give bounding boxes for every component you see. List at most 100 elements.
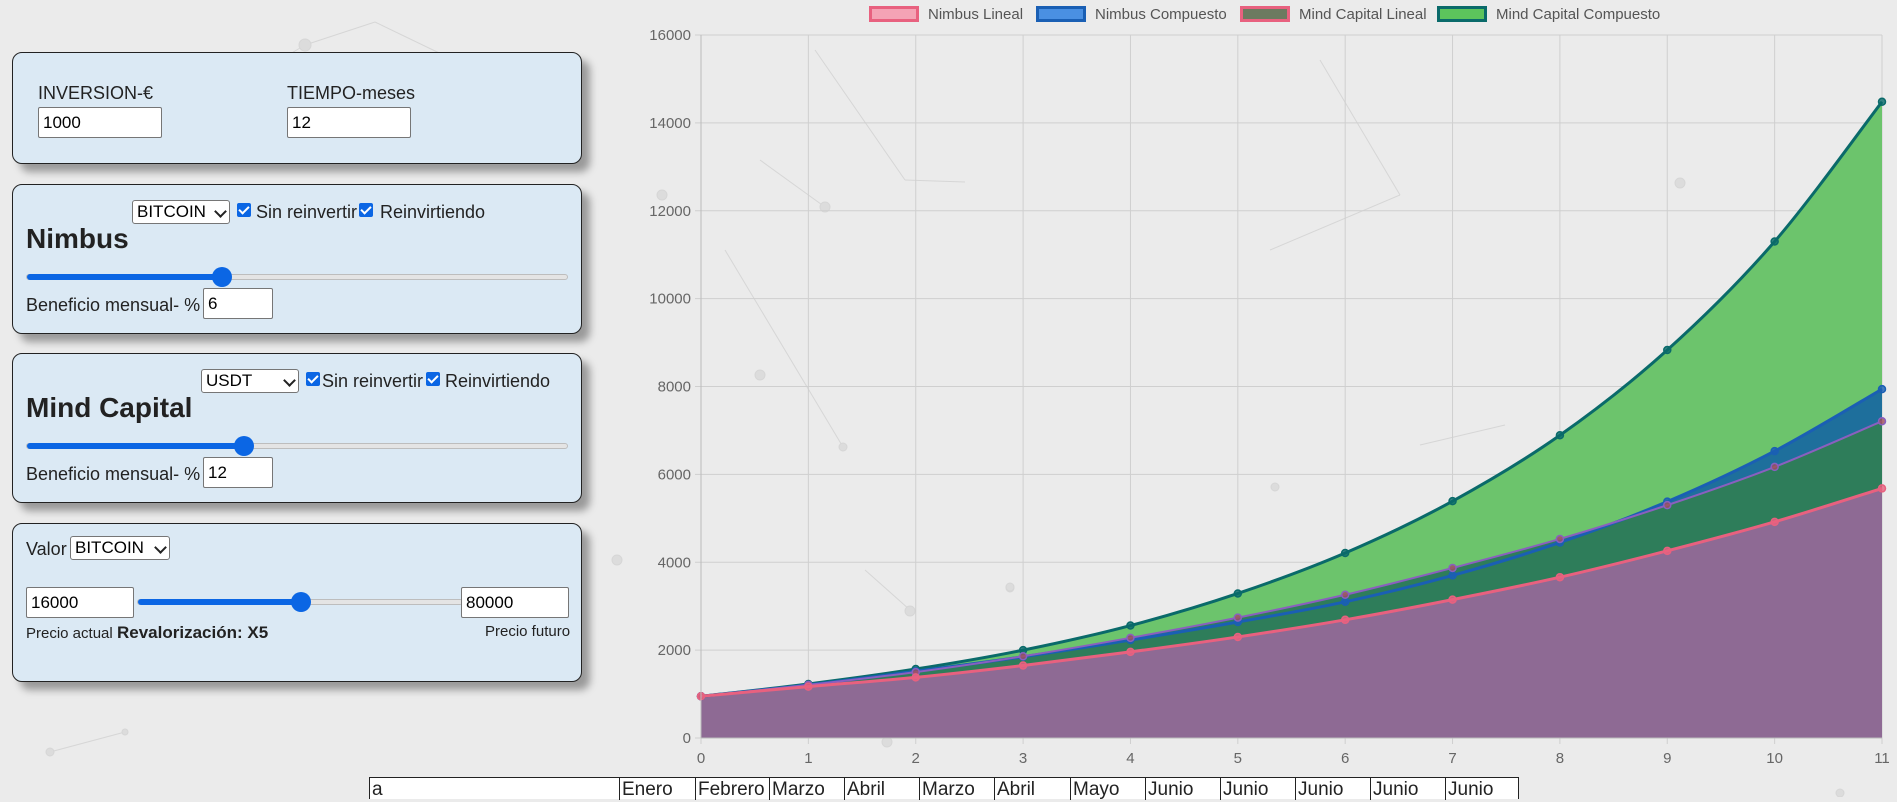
y-tick-label: 8000: [658, 379, 691, 396]
data-point: [1340, 590, 1350, 600]
table-month-cell: Junio: [1295, 778, 1370, 800]
table-first-cell: a: [372, 779, 383, 800]
table-month-cell: Junio: [1145, 778, 1220, 800]
data-point: [1340, 548, 1350, 558]
x-tick-label: 9: [1663, 750, 1671, 767]
data-point: [1663, 345, 1672, 355]
y-tick-label: 6000: [658, 466, 691, 483]
legend-swatch: [1437, 6, 1487, 22]
data-point: [1877, 484, 1887, 493]
x-tick-label: 5: [1234, 750, 1242, 767]
nimbus-slider-fill: [27, 274, 223, 280]
legend-swatch: [869, 6, 919, 22]
precio-actual-input[interactable]: [26, 587, 134, 618]
series-line-0: [700, 487, 1883, 698]
data-point: [1233, 613, 1243, 622]
nimbus-sin-reinvertir-checkbox[interactable]: [237, 203, 251, 217]
x-tick-label: 8: [1556, 750, 1564, 767]
mind-capital-beneficio-label: Beneficio mensual- %: [26, 464, 201, 484]
y-tick-label: 2000: [658, 642, 691, 659]
data-point: [1877, 416, 1887, 426]
nimbus-slider-thumb[interactable]: [212, 267, 233, 287]
data-point: [1448, 496, 1457, 506]
nimbus-title: Nimbus: [26, 223, 129, 254]
valor-slider[interactable]: [137, 592, 463, 612]
nimbus-beneficio-label: Beneficio mensual- %: [26, 295, 201, 315]
x-tick-label: 3: [1019, 750, 1027, 767]
table-month-cell: Junio: [1445, 778, 1520, 800]
mind-capital-slider[interactable]: [26, 436, 568, 456]
data-point: [1126, 621, 1135, 630]
data-point: [1448, 563, 1457, 573]
legend-label: Nimbus Compuesto: [1095, 6, 1227, 23]
mind-capital-reinvirtiendo-label: Reinvirtiendo: [445, 371, 551, 391]
x-tick-label: 11: [1874, 750, 1890, 767]
tiempo-label: TIEMPO-meses: [287, 83, 416, 103]
data-point: [1340, 597, 1350, 607]
y-tick-label: 0: [683, 730, 691, 747]
x-tick-label: 6: [1341, 750, 1349, 767]
nimbus-currency-value: BITCOIN: [137, 202, 206, 221]
nimbus-panel: BITCOIN Sin reinvertir Reinvirtiendo Nim…: [12, 184, 582, 334]
table-month-cell: Abril: [994, 778, 1070, 800]
data-point: [1018, 661, 1028, 670]
x-tick-label: 10: [1766, 750, 1783, 767]
data-point: [1770, 462, 1779, 472]
data-point: [1018, 652, 1028, 661]
data-point: [911, 673, 920, 682]
data-point: [1877, 384, 1887, 394]
y-tick-label: 10000: [649, 291, 691, 308]
nimbus-reinvirtiendo-label: Reinvirtiendo: [380, 202, 486, 222]
series-area-0: [701, 488, 1882, 738]
mind-capital-beneficio-input[interactable]: [203, 457, 273, 488]
x-tick-label: 7: [1448, 750, 1456, 767]
inversion-input[interactable]: [38, 107, 162, 138]
x-tick-label: 4: [1126, 750, 1134, 767]
table-month-cell: Abril: [844, 778, 919, 800]
precio-futuro-input[interactable]: [461, 587, 569, 618]
y-tick-label: 12000: [649, 203, 691, 220]
mind-capital-reinvirtiendo-checkbox[interactable]: [426, 372, 440, 386]
precio-actual-label: Precio actual: [26, 625, 113, 642]
valor-currency-select[interactable]: BITCOIN: [70, 536, 170, 560]
nimbus-reinvirtiendo-checkbox[interactable]: [359, 203, 373, 217]
data-point: [1663, 500, 1672, 510]
mind-capital-sin-reinvertir-checkbox[interactable]: [306, 372, 320, 386]
y-tick-label: 14000: [649, 115, 691, 132]
mind-capital-title: Mind Capital: [26, 392, 193, 423]
data-point: [804, 682, 813, 691]
data-point: [1448, 571, 1457, 580]
nimbus-beneficio-input[interactable]: [203, 288, 273, 319]
data-point: [1340, 615, 1350, 625]
mind-capital-sin-reinvertir-label: Sin reinvertir: [322, 371, 424, 391]
nimbus-currency-select[interactable]: BITCOIN: [132, 200, 230, 224]
legend-swatch: [1240, 6, 1290, 22]
nimbus-slider[interactable]: [26, 267, 568, 287]
mind-capital-currency-value: USDT: [206, 371, 253, 390]
mind-capital-slider-thumb[interactable]: [233, 436, 254, 456]
data-point: [1555, 572, 1565, 582]
tiempo-input[interactable]: [287, 107, 411, 138]
y-tick-label: 16000: [649, 27, 691, 44]
precio-futuro-label: Precio futuro: [485, 623, 571, 640]
data-point: [1555, 431, 1565, 440]
legend-label: Mind Capital Lineal: [1299, 6, 1427, 23]
data-point: [1233, 589, 1243, 598]
legend-swatch: [1036, 6, 1086, 22]
inversion-label: INVERSION-€: [38, 83, 154, 103]
valor-slider-thumb[interactable]: [291, 592, 311, 612]
data-point: [1770, 517, 1779, 527]
valor-label: Valor: [26, 539, 67, 559]
x-tick-label: 2: [912, 750, 920, 767]
valor-panel: Valor BITCOIN Precio actual Revalorizaci…: [12, 523, 582, 682]
nimbus-sin-reinvertir-label: Sin reinvertir: [256, 202, 358, 222]
mind-capital-panel: USDT Sin reinvertir Reinvirtiendo Mind C…: [12, 353, 582, 503]
y-tick-label: 4000: [658, 554, 691, 571]
data-point: [1126, 633, 1135, 643]
legend-label: Mind Capital Compuesto: [1496, 6, 1661, 23]
data-point: [1770, 237, 1779, 246]
data-point: [1877, 97, 1887, 107]
mind-capital-currency-select[interactable]: USDT: [201, 369, 299, 393]
table-month-cell: Mayo: [1070, 778, 1145, 800]
